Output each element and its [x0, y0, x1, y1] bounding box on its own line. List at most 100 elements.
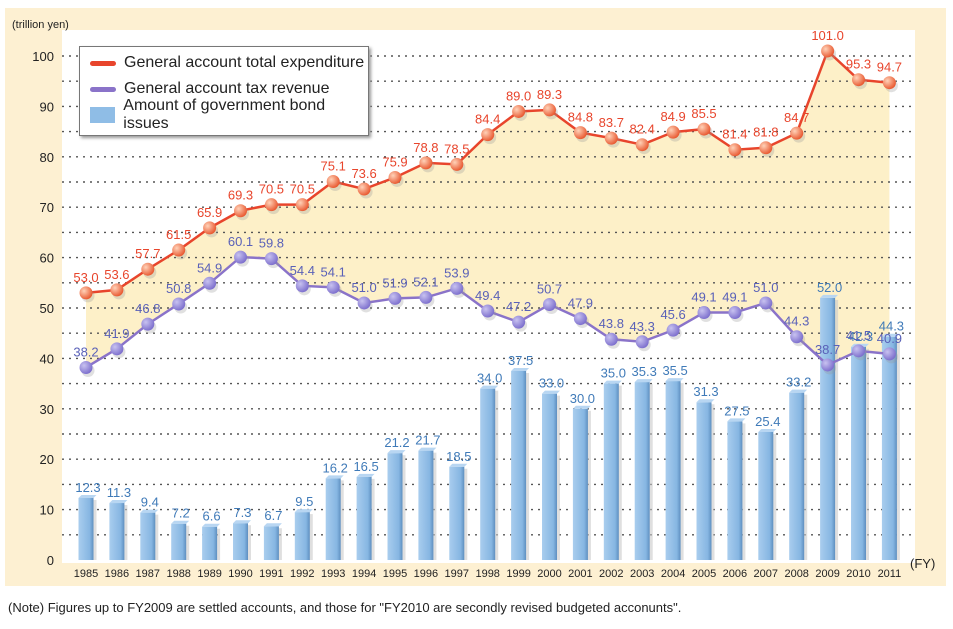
bar-top — [449, 463, 468, 467]
tax-revenue-value-label: 47.9 — [568, 296, 593, 311]
bond-bar — [603, 383, 619, 560]
expenditure-value-label: 94.7 — [877, 60, 902, 75]
bond-value-label: 35.0 — [601, 366, 626, 381]
bond-value-label: 6.7 — [264, 508, 282, 523]
expenditure-point — [450, 157, 464, 171]
bond-bar — [325, 478, 341, 560]
expenditure-value-label: 82.4 — [630, 122, 655, 137]
expenditure-value-label: 95.3 — [846, 57, 871, 72]
bond-bar — [78, 498, 94, 560]
bar-top — [202, 523, 221, 527]
x-tick-label: 1995 — [383, 568, 407, 580]
bond-bar — [109, 503, 125, 560]
tax-revenue-value-label: 44.3 — [784, 314, 809, 329]
x-tick-label: 2010 — [846, 568, 870, 580]
bond-value-label: 16.2 — [323, 460, 348, 475]
bond-value-label: 25.4 — [755, 414, 780, 429]
expenditure-point — [295, 198, 309, 212]
bond-value-label: 6.6 — [203, 509, 221, 524]
x-tick-label: 2006 — [723, 568, 747, 580]
expenditure-point — [697, 122, 711, 136]
bond-bar — [449, 466, 465, 560]
expenditure-value-label: 78.5 — [444, 141, 469, 156]
tax-revenue-value-label: 46.8 — [135, 301, 160, 316]
expenditure-point — [79, 286, 93, 300]
expenditure-value-label: 53.0 — [73, 270, 98, 285]
tax-revenue-value-label: 40.9 — [877, 331, 902, 346]
bond-value-label: 21.7 — [415, 433, 440, 448]
expenditure-point — [821, 44, 835, 58]
tax-revenue-point — [357, 296, 371, 310]
tax-revenue-point — [172, 297, 186, 311]
bar-top — [789, 389, 808, 393]
y-tick-label: 10 — [40, 503, 54, 518]
x-tick-label: 2009 — [815, 568, 839, 580]
tax-revenue-point — [79, 360, 93, 374]
expenditure-value-label: 84.7 — [784, 110, 809, 125]
y-tick-label: 40 — [40, 351, 54, 366]
bar-top — [263, 523, 282, 527]
expenditure-point — [388, 170, 402, 184]
bar-top — [634, 379, 653, 383]
bond-bar — [171, 523, 187, 560]
legend-label-expenditure: General account total expenditure — [124, 54, 365, 71]
bar-top — [325, 475, 344, 479]
tax-revenue-point — [666, 323, 680, 337]
tax-revenue-point — [543, 297, 556, 311]
expenditure-value-label: 65.9 — [197, 205, 222, 220]
x-tick-label: 1990 — [228, 568, 252, 580]
bar-top — [758, 428, 777, 432]
expenditure-value-label: 61.5 — [166, 227, 191, 242]
bond-bar — [572, 408, 588, 560]
x-tick-label: 1997 — [445, 568, 469, 580]
expenditure-point — [264, 198, 278, 212]
expenditure-value-label: 84.8 — [568, 110, 593, 125]
legend-item-expenditure: General account total expenditure — [90, 53, 364, 73]
tax-revenue-value-label: 43.8 — [599, 316, 624, 331]
expenditure-value-label: 70.5 — [259, 182, 284, 197]
bond-bar — [881, 336, 897, 560]
tax-revenue-value-label: 38.7 — [815, 342, 840, 357]
bond-value-label: 7.3 — [233, 505, 251, 520]
bar-top — [109, 500, 128, 504]
x-tick-label: 2001 — [568, 568, 592, 580]
bond-bar — [851, 346, 866, 560]
expenditure-value-label: 89.0 — [506, 88, 531, 103]
expenditure-point — [882, 76, 896, 90]
bond-value-label: 33.2 — [786, 375, 811, 390]
bond-bar — [542, 393, 557, 560]
bond-value-label: 44.3 — [879, 319, 904, 334]
bond-value-label: 18.5 — [446, 449, 471, 464]
x-tick-label: 1986 — [105, 568, 129, 580]
bar-top — [881, 333, 900, 337]
tax-revenue-value-label: 49.1 — [722, 290, 747, 305]
bond-value-label: 16.5 — [353, 459, 378, 474]
tax-revenue-value-label: 43.3 — [630, 319, 655, 334]
y-axis-unit-label: (trillion yen) — [12, 19, 69, 31]
bond-value-label: 34.0 — [477, 371, 502, 386]
expenditure-value-label: 101.0 — [811, 28, 844, 43]
expenditure-point — [852, 73, 865, 87]
expenditure-point — [573, 126, 587, 140]
bond-value-label: 33.0 — [539, 376, 564, 391]
bar-top — [480, 385, 499, 389]
bar-top — [140, 509, 159, 513]
expenditure-point — [728, 143, 742, 157]
expenditure-point — [666, 125, 680, 139]
expenditure-point — [234, 204, 247, 218]
tax-revenue-point — [759, 296, 773, 310]
legend-item-tax-revenue: General account tax revenue — [90, 79, 329, 99]
bond-bar — [665, 381, 681, 560]
bar-top — [572, 405, 591, 409]
bond-value-label: 27.5 — [724, 403, 749, 418]
x-tick-label: 2011 — [878, 568, 902, 580]
bond-bar — [140, 512, 156, 560]
x-tick-label: 2008 — [784, 568, 808, 580]
bar-top — [418, 447, 437, 451]
bond-value-label: 52.0 — [817, 280, 842, 295]
y-tick-label: 80 — [40, 150, 54, 165]
expenditure-point — [419, 156, 433, 170]
bond-bar — [696, 402, 712, 560]
x-tick-label: 2002 — [599, 568, 623, 580]
y-tick-label: 0 — [47, 553, 54, 568]
